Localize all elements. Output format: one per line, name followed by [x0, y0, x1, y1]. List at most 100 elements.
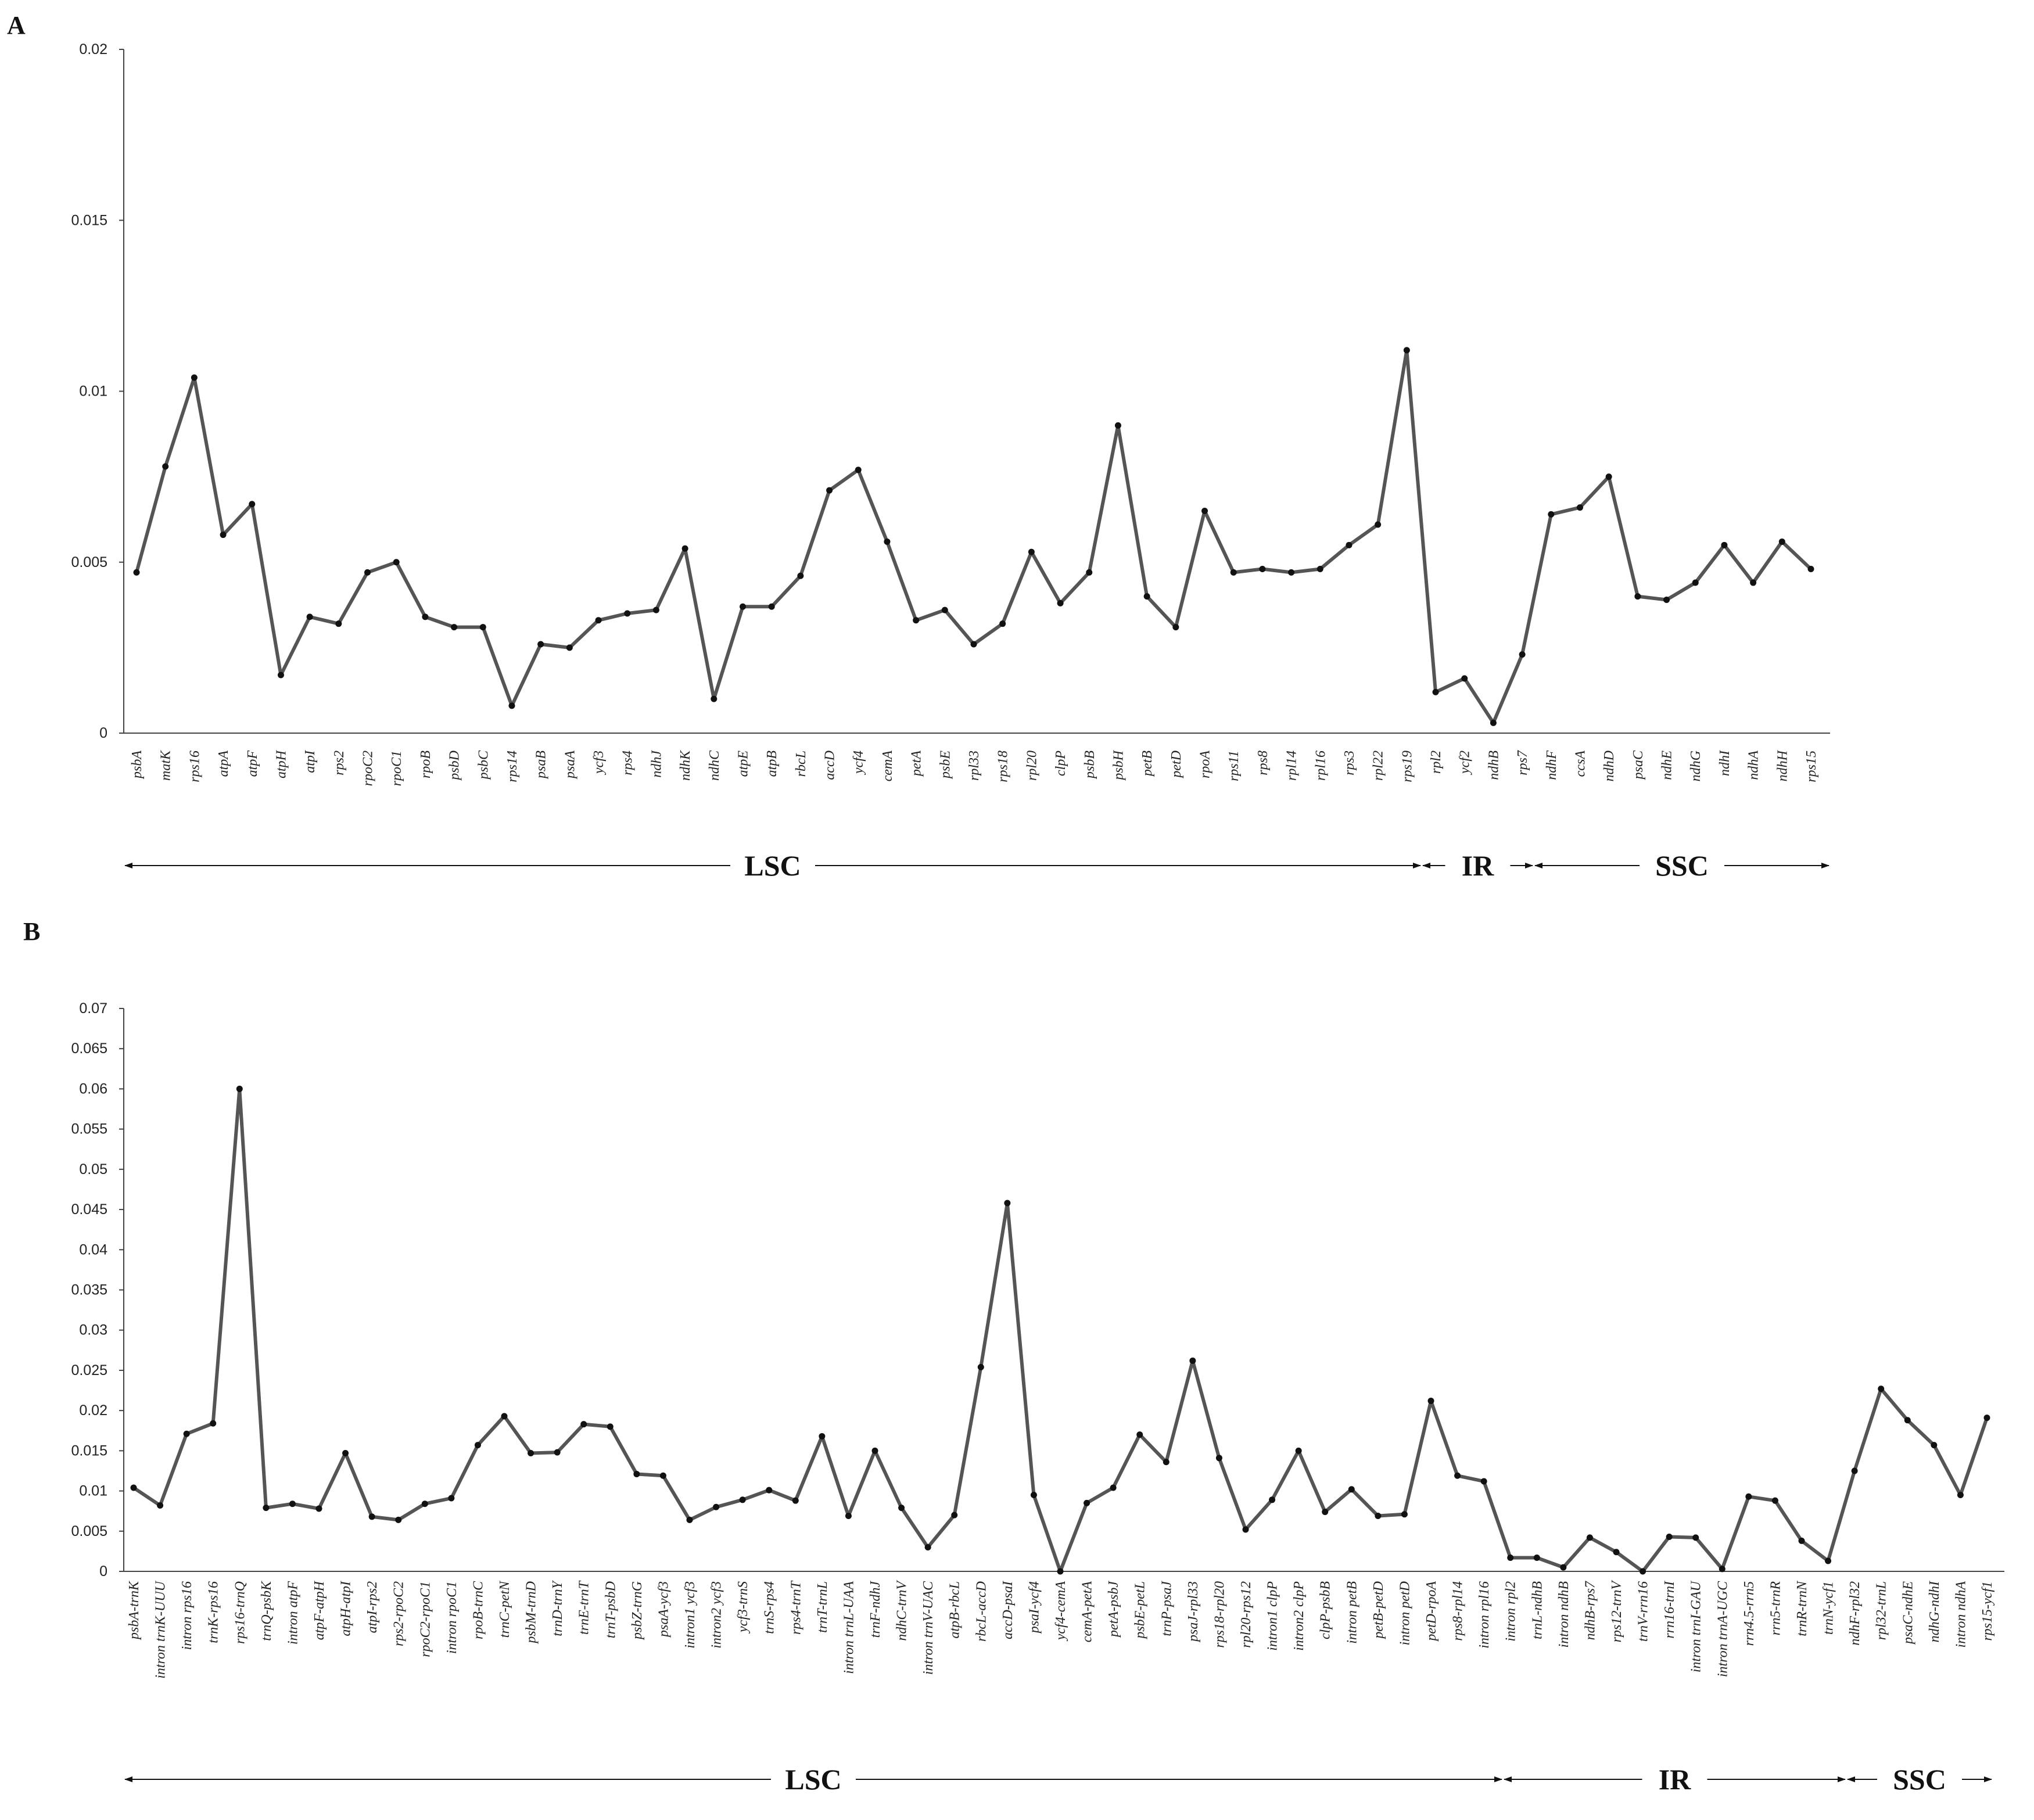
x-tick-label: rps4-trnT	[788, 1580, 803, 1635]
data-point	[133, 569, 140, 576]
data-point	[1750, 579, 1757, 586]
data-point	[277, 672, 284, 679]
x-tick-label: atpH	[274, 749, 289, 778]
y-tick-label: 0.035	[71, 1282, 107, 1298]
y-tick-label: 0.005	[71, 554, 107, 570]
x-tick-label: ndhJ	[649, 750, 664, 778]
y-tick-label: 0.02	[79, 41, 107, 58]
data-point	[739, 1496, 746, 1503]
x-tick-label: intron atpF	[285, 1581, 300, 1645]
data-point	[1957, 1491, 1964, 1498]
data-point	[1605, 473, 1612, 480]
panel-b-plot: 0 0.005 0.01 0.015 0.02 0.025 0.03 0.035 0.04 0.0…	[71, 1000, 2004, 1796]
data-point	[1480, 1478, 1487, 1485]
x-tick-label: trnP-psaJ	[1159, 1581, 1174, 1636]
data-point	[364, 569, 371, 576]
x-tick-label: rrn16-trnI	[1662, 1581, 1677, 1639]
data-point	[1490, 719, 1497, 726]
data-point	[1057, 600, 1064, 606]
region-label: IR	[1462, 849, 1494, 882]
data-point	[421, 1500, 428, 1507]
data-point	[474, 1442, 481, 1449]
data-point	[1666, 1533, 1673, 1540]
data-point	[595, 617, 602, 624]
data-point	[448, 1495, 455, 1502]
x-tick-label: psbC	[476, 750, 491, 780]
x-tick-label: cemA-petA	[1080, 1581, 1095, 1643]
x-tick-label: intron trnI-GAU	[1689, 1580, 1704, 1672]
data-point	[508, 702, 515, 709]
data-point	[1745, 1493, 1752, 1500]
data-point	[422, 613, 429, 620]
data-point	[1807, 566, 1814, 573]
x-tick-label: intron1 ycf3	[683, 1581, 698, 1649]
data-point	[1931, 1442, 1938, 1449]
data-point	[191, 374, 198, 381]
data-point	[1230, 569, 1237, 576]
x-tick-label: intron ndhB	[1556, 1581, 1572, 1648]
x-tick-label: petA	[909, 751, 924, 777]
data-point	[263, 1505, 270, 1512]
x-tick-label: atpA	[216, 751, 231, 777]
data-point	[941, 606, 948, 613]
x-tick-label: psbD	[447, 751, 462, 781]
data-point	[1375, 1512, 1382, 1519]
x-tick-label: atpF-atpH	[312, 1580, 327, 1640]
x-tick-label: psbE	[938, 751, 953, 780]
data-point	[855, 466, 862, 473]
data-point	[792, 1497, 799, 1504]
x-tick-label: psaB	[534, 751, 549, 780]
data-point	[1189, 1357, 1196, 1364]
data-point	[1825, 1557, 1832, 1564]
x-tick-label: ycf3-trnS	[736, 1581, 751, 1634]
y-tick-label: 0.07	[79, 1000, 107, 1017]
x-tick-label: ndhF-rpl32	[1848, 1581, 1863, 1646]
data-point	[1242, 1526, 1249, 1533]
region-label: SSC	[1893, 1763, 1946, 1796]
x-tick-label: ndhI	[1717, 750, 1732, 776]
x-tick-label: rpl32-trnL	[1874, 1581, 1889, 1640]
y-tick-label: 0.01	[79, 1483, 107, 1499]
x-tick-label: trnD-trnY	[550, 1580, 565, 1636]
data-point	[566, 644, 573, 651]
panel-a-plot: 0 0.005 0.01 0.015 0.02 psbA matK rps16 atpA atpF…	[71, 41, 1830, 882]
x-tick-label: intron petD	[1397, 1581, 1412, 1645]
data-point	[1348, 1486, 1355, 1493]
x-tick-label: atpE	[736, 751, 751, 777]
data-point	[306, 613, 313, 620]
data-point	[395, 1516, 402, 1523]
x-tick-label: intron rps16	[180, 1581, 195, 1650]
x-tick-label: petB-petD	[1371, 1581, 1386, 1640]
y-tick-label: 0.02	[79, 1402, 107, 1419]
x-tick-label: rps2	[332, 751, 347, 776]
x-tick-label: ndhB-rps7	[1583, 1581, 1598, 1640]
x-tick-label: petB	[1140, 751, 1155, 777]
x-tick-label: intron trnA-UGC	[1715, 1581, 1730, 1677]
y-tick-label: 0	[99, 1563, 107, 1580]
x-tick-label: psbB	[1082, 751, 1097, 780]
x-tick-label: rrn4.5-rrn5	[1742, 1581, 1757, 1646]
data-point	[210, 1420, 217, 1427]
y-tick-label: 0.05	[79, 1161, 107, 1178]
data-point	[913, 617, 920, 624]
y-tick-label: 0	[99, 725, 107, 741]
x-tick-label: intron rpl16	[1477, 1581, 1492, 1649]
data-point	[1288, 569, 1295, 576]
data-point	[766, 1487, 773, 1494]
data-point	[1084, 1499, 1090, 1506]
x-tick-label: rps3	[1342, 751, 1357, 776]
x-tick-label: rpoC1	[389, 751, 404, 786]
data-point	[898, 1505, 905, 1512]
y-tick-label: 0.025	[71, 1362, 107, 1379]
data-point	[1030, 1491, 1037, 1498]
data-point	[1507, 1554, 1514, 1561]
x-tick-label: rpoA	[1198, 751, 1213, 778]
data-point	[1851, 1467, 1858, 1474]
data-point	[183, 1430, 190, 1437]
x-tick-label: ndhK	[678, 749, 693, 781]
data-point	[739, 603, 746, 610]
data-point	[1028, 548, 1035, 555]
data-point	[1613, 1549, 1620, 1556]
x-tick-label: petD-rpoA	[1424, 1581, 1439, 1642]
x-tick-label: atpB	[765, 751, 780, 777]
